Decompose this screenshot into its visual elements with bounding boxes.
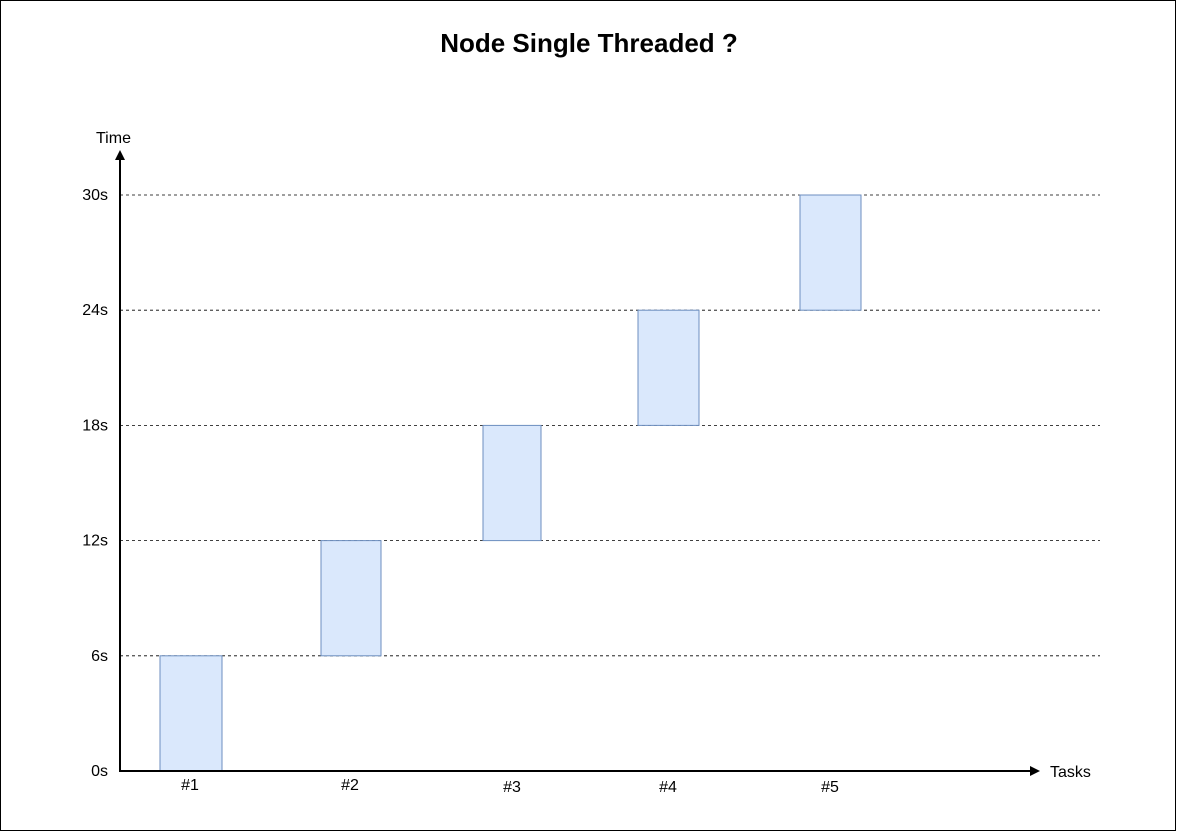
- y-tick-label: 30s: [82, 187, 108, 204]
- x-axis-label: Tasks: [1050, 764, 1091, 781]
- bars: [159, 194, 862, 772]
- x-tick-label: #5: [821, 779, 839, 796]
- chart-title: Node Single Threaded ?: [440, 28, 738, 58]
- task-bar: [159, 655, 223, 772]
- y-tick-label: 12s: [82, 533, 108, 550]
- y-tick-label: 18s: [82, 417, 108, 434]
- y-tick-labels: 0s 6s 12s 18s 24s 30s: [82, 187, 108, 780]
- x-tick-label: #2: [341, 777, 359, 794]
- y-axis-label: Time: [96, 130, 131, 147]
- gridlines: [120, 194, 1100, 657]
- x-tick-label: #1: [181, 777, 199, 794]
- y-tick-label: 6s: [91, 648, 108, 665]
- x-tick-label: #3: [503, 779, 521, 796]
- y-tick-label: 24s: [82, 302, 108, 319]
- task-bar: [799, 194, 862, 311]
- task-bar: [637, 309, 700, 426]
- task-bar: [482, 424, 542, 542]
- x-tick-label: #4: [659, 779, 677, 796]
- x-tick-labels: #1 #2 #3 #4 #5: [181, 777, 839, 796]
- y-tick-label: 0s: [91, 763, 108, 780]
- task-bar: [320, 540, 382, 657]
